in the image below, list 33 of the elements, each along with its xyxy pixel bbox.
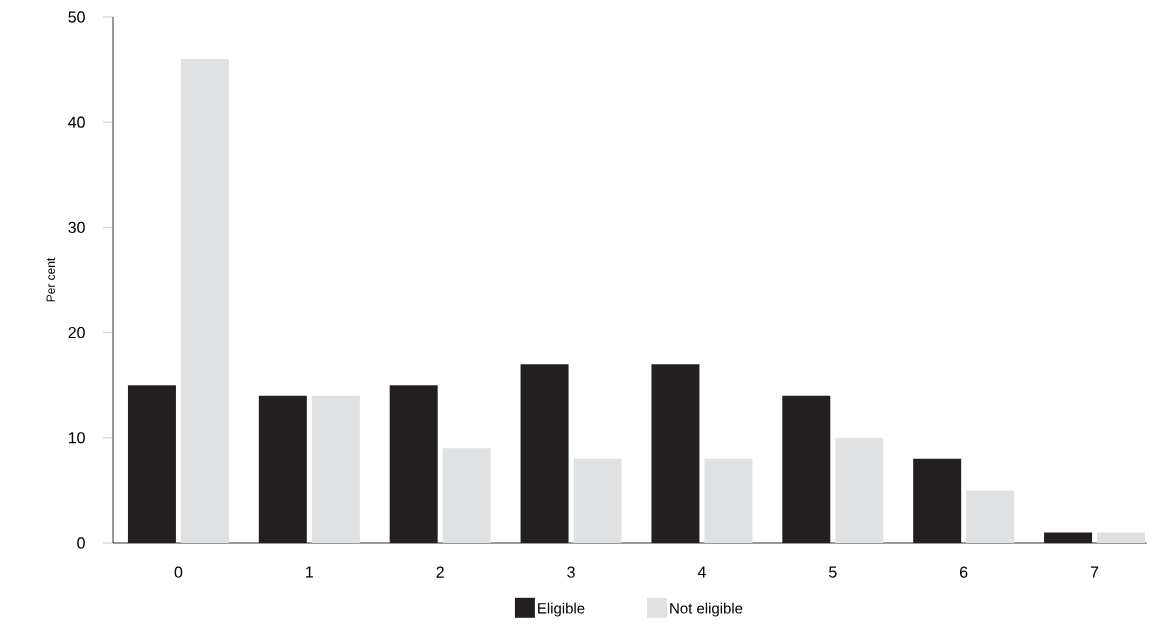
legend-label: Eligible [538,602,585,617]
bar [127,385,176,543]
y-axis-title: Per cent [46,257,55,302]
y-tick-label: 40 [68,116,85,128]
x-tick-label: 6 [960,566,968,578]
y-tick-label: 30 [68,221,85,234]
bar [782,395,831,543]
bar [258,395,307,543]
bar [704,458,753,543]
bar [835,437,884,543]
x-tick-label: 5 [829,566,837,578]
bar [442,448,491,543]
bar [1044,532,1093,543]
legend-label: Not eligible [670,602,743,617]
x-tick-label: 3 [567,566,575,578]
bar [913,458,962,543]
x-tick-label: 0 [174,566,183,578]
x-tick-label: 2 [436,566,444,578]
bar [180,59,229,543]
x-tick-label: 7 [1090,566,1099,578]
bar [966,490,1015,543]
bar [651,364,700,543]
bar [311,395,360,543]
bar [520,364,569,543]
x-tick-label: 1 [306,566,313,578]
y-tick-label: 0 [77,537,85,549]
bar [389,385,438,543]
y-tick-label: 10 [68,432,85,444]
x-tick-label: 4 [697,566,706,578]
bar [1097,532,1146,543]
y-tick-label: 50 [68,11,85,23]
bar [573,458,622,543]
y-tick-label: 20 [68,326,85,339]
